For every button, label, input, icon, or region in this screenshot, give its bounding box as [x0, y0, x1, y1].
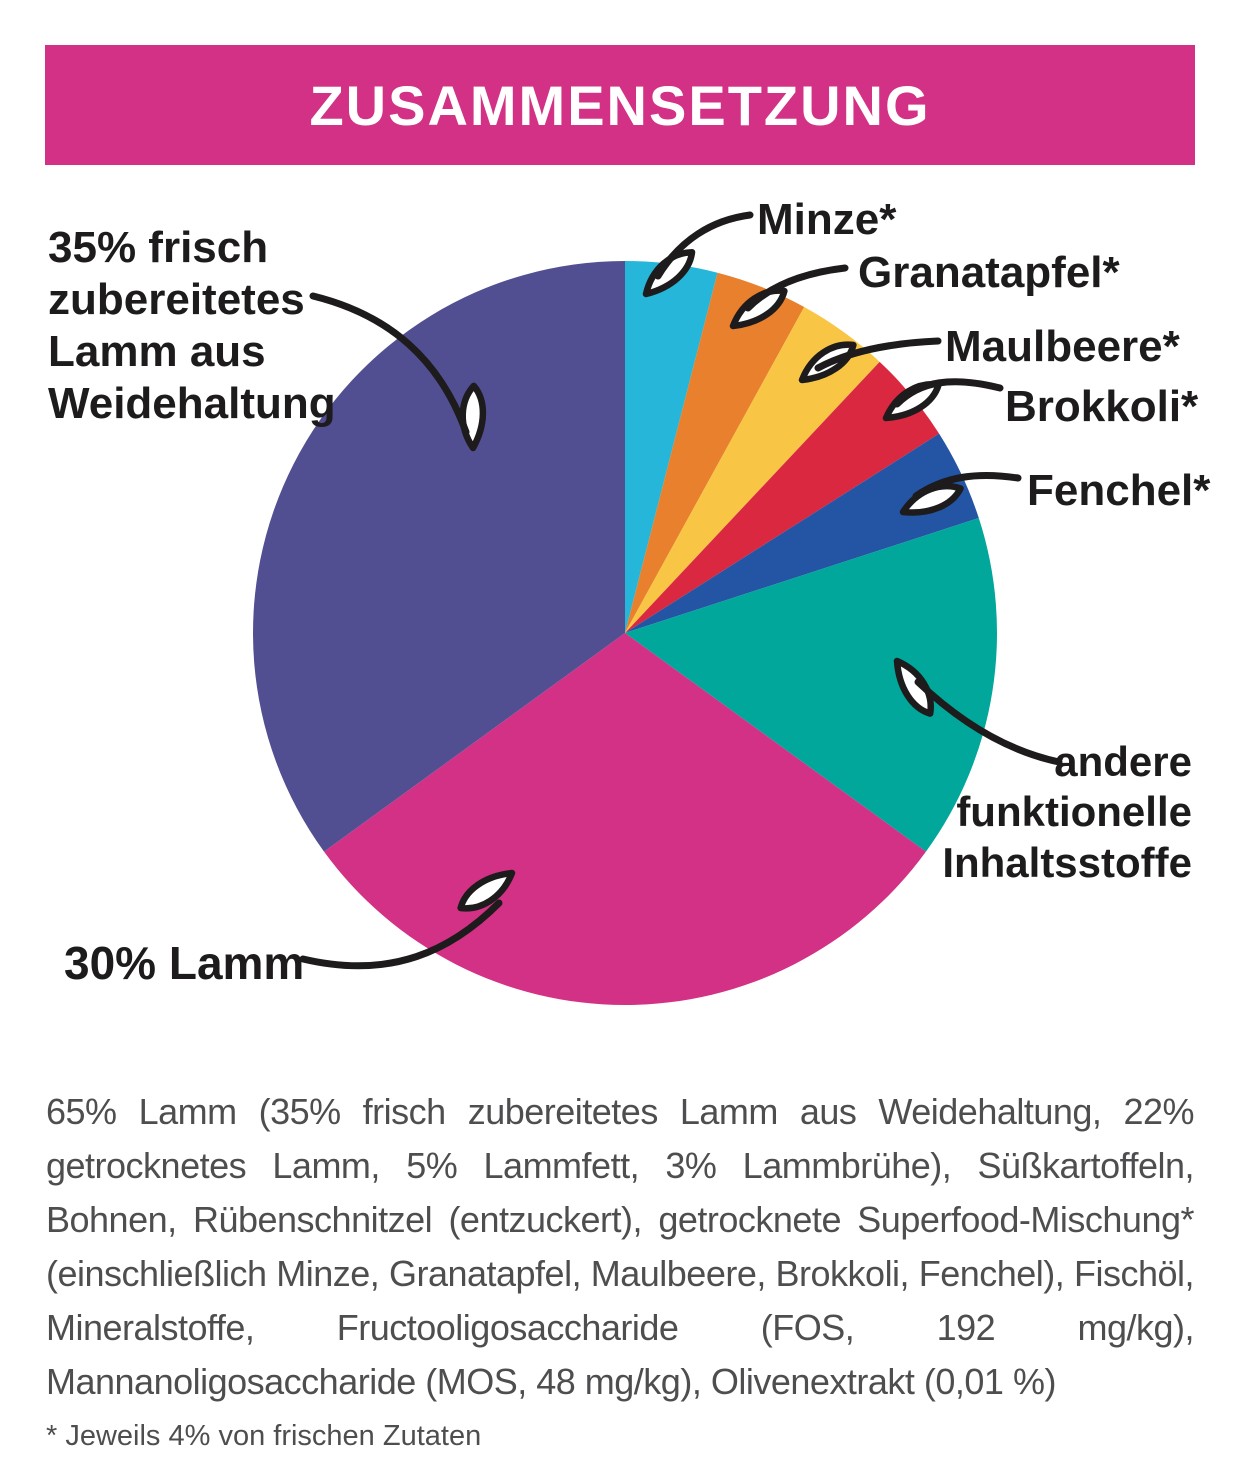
label-minze: Minze*	[757, 195, 897, 244]
arrow-granatapfel	[744, 264, 849, 312]
ingredients-paragraph: 65% Lamm (35% frisch zubereitetes Lamm a…	[46, 1091, 1195, 1402]
arrow-brokkoli	[893, 378, 1004, 408]
arrow-fenchel	[912, 471, 1022, 500]
label-lamb-fresh: 35% frisch zubereitetes Lamm aus Weideha…	[48, 223, 336, 428]
pie	[253, 261, 997, 1005]
pie-slice-granatapfel	[625, 272, 805, 633]
header-banner: ZUSAMMENSETZUNG	[45, 45, 1195, 165]
label-brokkoli: Brokkoli*	[1005, 382, 1199, 431]
pie-slice-maulbeere	[625, 307, 880, 633]
pie-slice-35%-frisch-zubereitetes-lamm-aus-weidehaltung	[253, 261, 626, 852]
arrow-lamb-fresh	[309, 292, 470, 436]
arrow-minze	[654, 211, 754, 280]
pie-slice-andere-funktionelle-inhaltsstoffe	[625, 518, 997, 852]
pie-slice-30%-lamm	[324, 633, 926, 1005]
label-maulbeere: Maulbeere*	[945, 322, 1180, 371]
arrow-lamm30	[299, 899, 503, 970]
pie-slice-brokkoli	[625, 361, 940, 633]
label-lamm30: 30% Lamm	[64, 937, 305, 989]
footnote: * Jeweils 4% von frischen Zutaten	[46, 1420, 482, 1452]
pie-slice-fenchel	[625, 433, 979, 633]
arrow-andere	[914, 678, 1063, 766]
arrow-maulbeere	[814, 337, 942, 372]
label-andere: andere funktionelle Inhaltsstoffe	[942, 738, 1192, 886]
pie-slice-minze	[625, 261, 718, 633]
label-granatapfel: Granatapfel*	[858, 248, 1120, 297]
page-title: ZUSAMMENSETZUNG	[309, 73, 931, 137]
annotation-arrows	[299, 211, 1063, 970]
label-fenchel: Fenchel*	[1027, 466, 1211, 515]
